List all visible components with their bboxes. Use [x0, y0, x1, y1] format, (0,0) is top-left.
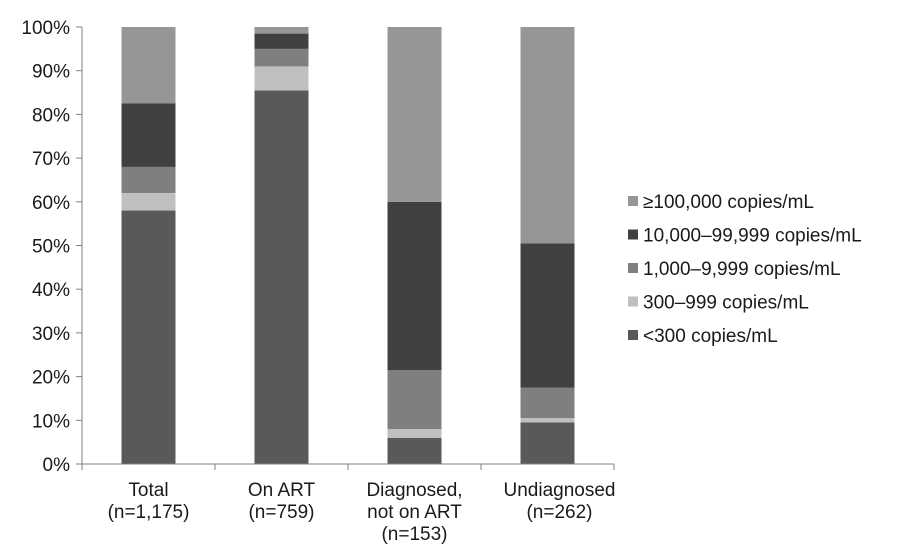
legend-swatch — [628, 330, 638, 340]
y-tick-label: 90% — [32, 62, 70, 83]
y-tick-label: 70% — [32, 149, 70, 170]
y-axis: 0% 10% 20% 30% 40% 50% 60% 70% 80% 90% 100% — [21, 18, 83, 476]
legend-label: 300–999 copies/mL — [643, 293, 809, 314]
y-tick-label: 80% — [32, 105, 70, 126]
y-tick-label: 40% — [32, 280, 70, 301]
bar-segment — [520, 243, 575, 388]
bar-segment — [121, 193, 176, 211]
legend-swatch — [628, 196, 638, 206]
x-category-label-line: not on ART — [367, 502, 462, 523]
x-category-label-line: (n=262) — [526, 502, 592, 523]
x-category-label-line: Undiagnosed — [504, 480, 616, 501]
x-category-label: Undiagnosed (n=262) — [504, 480, 616, 523]
legend-swatch — [628, 263, 638, 273]
y-tick-label: 50% — [32, 237, 70, 258]
legend-swatch — [628, 296, 638, 307]
bar-segment — [254, 66, 309, 91]
x-category-label-line: (n=759) — [248, 502, 314, 523]
bar-segment — [520, 418, 575, 423]
bar-segment — [520, 387, 575, 419]
legend: ≥100,000 copies/mL 10,000–99,999 copies/m… — [628, 192, 862, 347]
legend-label: <300 copies/mL — [643, 326, 778, 347]
y-tick-label: 30% — [32, 324, 70, 345]
legend-label: 1,000–9,999 copies/mL — [643, 259, 841, 280]
bar-segment — [520, 422, 575, 464]
bar-segment — [387, 201, 442, 370]
legend-swatch — [628, 229, 638, 240]
bar-segment — [387, 370, 442, 429]
bar-segment — [254, 33, 309, 49]
bar-segment — [121, 27, 176, 104]
legend-label: 10,000–99,999 copies/mL — [643, 226, 862, 247]
x-category-label: Diagnosed, not on ART (n=153) — [366, 480, 462, 545]
bar-segment — [387, 429, 442, 438]
x-category-label-line: (n=1,175) — [108, 502, 190, 523]
bar-segment — [121, 210, 176, 464]
plot-area — [121, 27, 575, 465]
x-category-label-line: (n=153) — [381, 524, 447, 545]
y-tick-label: 100% — [21, 18, 70, 39]
bar-segment — [254, 27, 309, 34]
x-category-label: On ART (n=759) — [248, 480, 316, 523]
bar-segment — [121, 166, 176, 193]
x-category-label-line: Diagnosed, — [366, 480, 462, 501]
bar-segment — [387, 27, 442, 202]
legend-label: ≥100,000 copies/mL — [643, 192, 814, 213]
y-tick-label: 20% — [32, 368, 70, 389]
y-tick-label: 10% — [32, 411, 70, 432]
bar-segment — [520, 27, 575, 244]
x-category-label: Total (n=1,175) — [108, 480, 190, 523]
bar-segment — [121, 103, 176, 167]
y-tick-label: 0% — [43, 455, 71, 476]
x-axis: Total (n=1,175) On ART (n=759) Diagnosed, not… — [81, 463, 616, 545]
bar-segment — [387, 437, 442, 464]
y-tick-label: 60% — [32, 193, 70, 214]
x-category-label-line: Total — [128, 480, 168, 501]
x-category-label-line: On ART — [248, 480, 316, 501]
bar-segment — [254, 48, 309, 67]
bar-segment — [254, 90, 309, 465]
